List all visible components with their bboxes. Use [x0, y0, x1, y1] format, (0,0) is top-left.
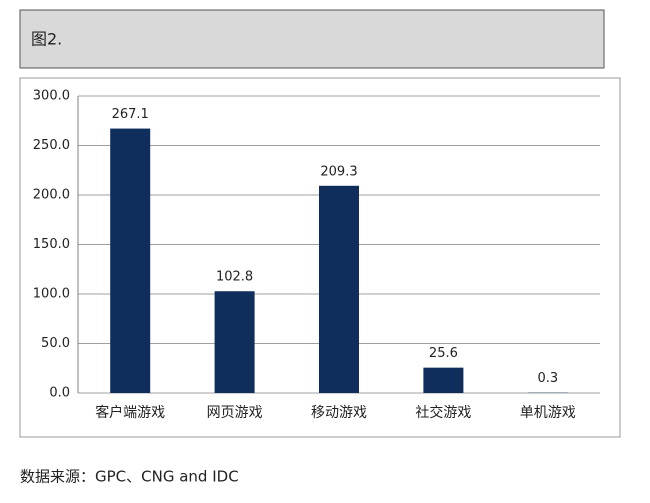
- x-tick-label: 客户端游戏: [95, 404, 165, 421]
- figure-label: 图2.: [31, 30, 62, 49]
- bar: [215, 291, 255, 393]
- bar: [110, 129, 150, 393]
- y-tick-label: 100.0: [33, 287, 70, 302]
- x-tick-label: 网页游戏: [207, 405, 263, 421]
- value-label: 209.3: [320, 164, 357, 179]
- figure-header: [20, 10, 604, 68]
- x-tick-label: 社交游戏: [415, 404, 471, 421]
- value-label: 102.8: [216, 270, 253, 285]
- x-tick-label: 单机游戏: [520, 405, 576, 421]
- y-tick-label: 250.0: [33, 138, 70, 153]
- value-label: 267.1: [112, 107, 149, 122]
- y-tick-label: 0.0: [49, 386, 70, 401]
- y-tick-label: 300.0: [33, 89, 70, 104]
- bar: [423, 368, 463, 393]
- x-tick-label: 移动游戏: [311, 405, 367, 421]
- source-note: 数据来源：GPC、CNG and IDC: [20, 468, 239, 486]
- y-tick-label: 200.0: [33, 188, 70, 203]
- bar: [319, 186, 359, 393]
- value-label: 25.6: [429, 346, 458, 361]
- y-tick-label: 150.0: [33, 237, 70, 252]
- y-tick-label: 50.0: [41, 336, 70, 351]
- value-label: 0.3: [537, 371, 558, 386]
